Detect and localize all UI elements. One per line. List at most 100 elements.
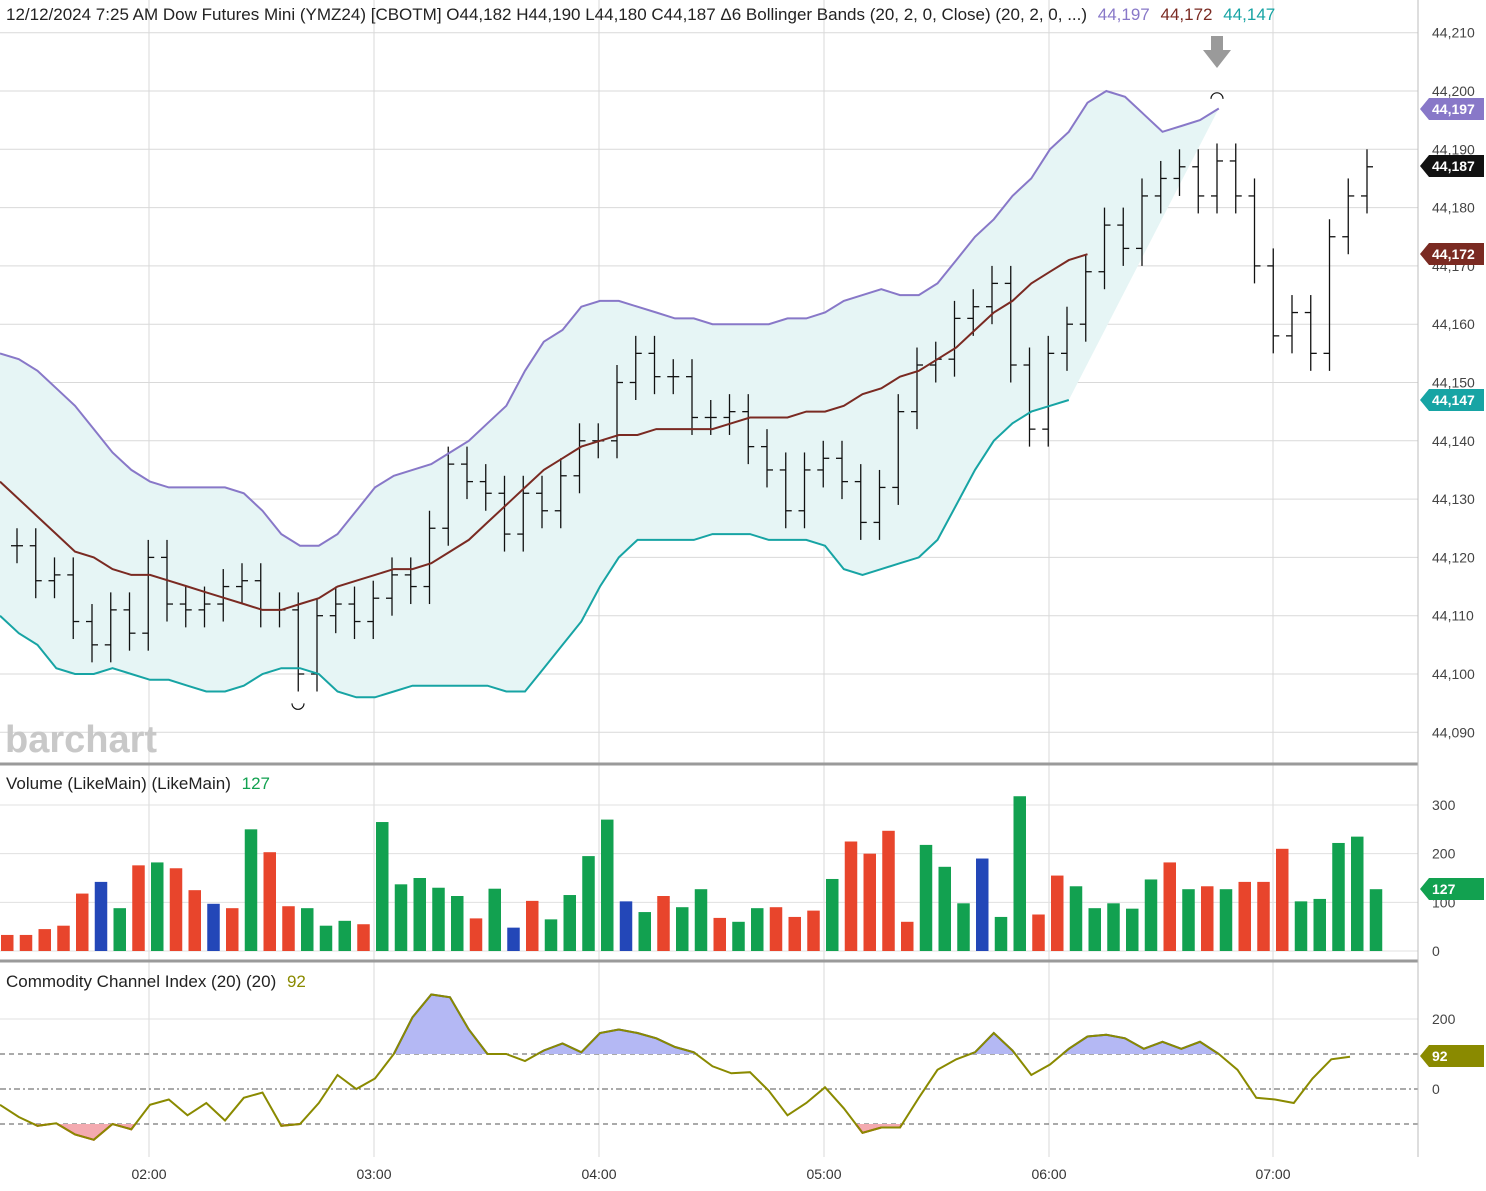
upper-bollinger-band: [0, 89, 1220, 547]
volume-bar: [1351, 836, 1364, 951]
cci-overbought-fill: [537, 1029, 697, 1054]
volume-bar: [788, 916, 801, 951]
ohlc-bar: [1248, 178, 1261, 284]
upper-band-tag-text: 44,197: [1432, 101, 1475, 117]
ohlc-bar: [892, 394, 905, 505]
volume-bar: [244, 829, 258, 951]
ohlc-bar: [1154, 160, 1167, 214]
volume-bar: [919, 844, 933, 951]
volume-bar: [263, 852, 276, 951]
cci-axis-label: 0: [1432, 1081, 1440, 1097]
low-marker: [291, 703, 305, 710]
ohlc-bar: [554, 458, 567, 529]
price-axis-label: 44,100: [1432, 666, 1475, 682]
volume-bar: [1276, 848, 1289, 951]
upper-band-value: 44,197: [1098, 5, 1150, 24]
volume-bar: [319, 925, 333, 951]
ohlc-bar: [1286, 295, 1298, 354]
lower-bollinger-band: [0, 399, 1070, 699]
down-arrow-icon: [1203, 36, 1231, 68]
volume-bar: [1013, 796, 1026, 951]
ohlc-bar: [1267, 248, 1280, 354]
volume-bar: [1313, 898, 1326, 951]
volume-bar: [807, 910, 820, 951]
volume-bar: [132, 865, 145, 951]
volume-bar: [1069, 886, 1083, 951]
ohlc-bar: [1211, 143, 1223, 214]
price-panel: barchart: [0, 36, 1373, 761]
ohlc-bar: [948, 300, 961, 377]
volume-bar: [301, 908, 314, 951]
ohlc-bar: [798, 452, 811, 529]
ohlc-bar: [723, 394, 736, 435]
ohlc-bar: [779, 452, 792, 529]
ohlc-bar: [854, 464, 867, 540]
time-axis-label: 02:00: [131, 1166, 166, 1182]
volume-bar: [901, 921, 914, 951]
ohlc-bar: [648, 335, 661, 395]
volume-bar: [376, 822, 389, 951]
volume-bar: [563, 895, 576, 951]
cci-header-value: 92: [287, 972, 306, 991]
ohlc-bar: [836, 440, 848, 500]
volume-bar: [113, 908, 126, 951]
lower-band-value: 44,147: [1223, 5, 1275, 24]
volume-bar: [844, 841, 858, 951]
volume-header-value: 127: [242, 774, 270, 793]
volume-bar: [338, 920, 351, 951]
time-axis-label: 07:00: [1255, 1166, 1290, 1182]
value-tags: 44,197 44,187 44,172 44,147 127 92: [1420, 98, 1484, 1067]
last-price-tag-text: 44,187: [1432, 158, 1475, 174]
ohlc-bar: [1136, 178, 1148, 266]
volume-bar: [282, 906, 295, 951]
volume-bar: [76, 893, 89, 951]
volume-bar: [638, 912, 651, 951]
volume-bars: [1, 796, 1383, 951]
ohlc-bar: [86, 604, 98, 663]
ohlc-bar: [386, 557, 398, 616]
time-axis-label: 03:00: [356, 1166, 391, 1182]
volume-bar: [1294, 901, 1308, 951]
ohlc-bar: [329, 586, 342, 634]
volume-bar: [207, 903, 220, 951]
price-bars: [11, 143, 1373, 692]
last-price-tag: 44,187: [1420, 155, 1484, 177]
barchart-watermark: barchart: [5, 719, 157, 761]
ohlc-bar: [1061, 306, 1073, 371]
price-axis-label: 44,190: [1432, 141, 1475, 157]
volume-bar: [451, 896, 464, 951]
high-marker: [1210, 92, 1224, 99]
volume-bar: [1238, 881, 1251, 951]
ohlc-bar: [1323, 219, 1336, 371]
ohlc-bar: [48, 557, 61, 599]
ohlc-bar: [404, 557, 417, 605]
ohlc-bar: [1361, 149, 1373, 214]
ohlc-bar: [817, 440, 830, 488]
price-axis-label: 44,090: [1432, 724, 1475, 740]
ohlc-bar: [1098, 207, 1111, 290]
volume-bar: [507, 927, 520, 951]
ohlc-bar: [1173, 149, 1186, 196]
volume-bar: [488, 888, 501, 951]
price-axis-label: 44,150: [1432, 375, 1475, 391]
volume-bar: [1163, 862, 1176, 951]
volume-bar: [526, 900, 539, 951]
ohlc-bar: [611, 365, 623, 459]
volume-bar: [751, 908, 764, 951]
cci-line: [0, 993, 1351, 1141]
middle-band-value: 44,172: [1161, 5, 1213, 24]
ohlc-bar: [423, 510, 436, 605]
price-axis-label: 44,130: [1432, 491, 1475, 507]
price-header: 12/12/2024 7:25 AM Dow Futures Mini (YMZ…: [6, 5, 1275, 24]
bollinger-band-fill: [0, 91, 1219, 698]
ohlc-bar: [1304, 295, 1317, 371]
ohlc-bar: [142, 539, 155, 651]
cci-oversold-fill: [57, 1124, 113, 1140]
volume-header-label: Volume (LikeMain) (LikeMain): [6, 774, 231, 793]
ohlc-bar: [67, 557, 80, 640]
time-axis-label: 06:00: [1031, 1166, 1066, 1182]
volume-bar: [601, 819, 614, 951]
ohlc-bar: [536, 475, 548, 529]
volume-bar: [57, 925, 70, 951]
